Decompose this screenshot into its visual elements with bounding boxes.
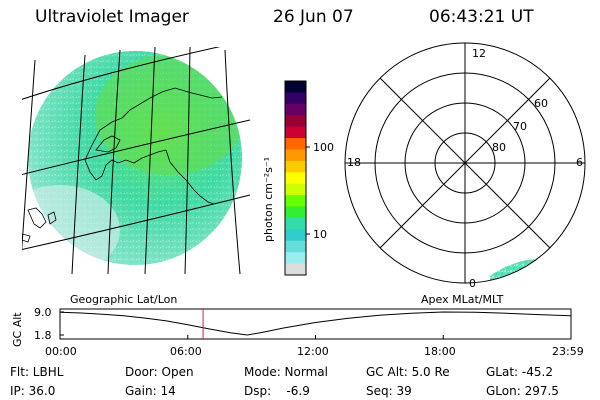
colorbar-label: photon cm⁻²s⁻¹ [262,156,275,242]
colorbar-segment [285,229,306,242]
gc-alt-info: GC Alt: 5.0 Re [366,365,450,379]
glon-info: GLon: 297.5 [486,384,559,398]
observation-date: 26 Jun 07 [273,7,354,27]
colorbar-segment [285,206,306,219]
colorbar-segment [285,183,306,196]
door-info: Door: Open [125,365,194,379]
time-tick-0000: 00:00 [45,345,77,358]
altitude-curve [59,311,571,336]
colorbar-segment [285,240,306,253]
colorbar-segment [285,160,306,173]
glat-info: GLat: -45.2 [486,365,553,379]
gain-info: Gain: 14 [125,384,176,398]
altitude-min-label: 1.8 [34,329,52,342]
altitude-strip [59,308,572,340]
mode-info: Mode: Normal [244,365,328,379]
time-tick-0600: 06:00 [170,345,202,358]
geographic-panel [22,47,251,274]
colorbar-segment [285,263,306,276]
colorbar-segment [285,172,306,185]
seq-info: Seq: 39 [366,384,412,398]
polar-mlat-mlt-panel [344,42,586,284]
mlt-label-6: 6 [576,156,583,169]
time-tick-1800: 18:00 [424,345,456,358]
observation-time: 06:43:21 UT [429,7,534,27]
mlat-label-70: 70 [513,120,527,133]
colorbar-segment [285,103,306,116]
colorbar-tick-10: 10 [313,228,327,241]
colorbar-tick-100: 100 [313,141,334,154]
time-tick-2359: 23:59 [552,345,584,358]
lat-lon-grid [22,47,251,274]
mlt-label-18: 18 [347,156,361,169]
auroral-emission-patch [490,258,548,283]
filter-info: Flt: LBHL [10,365,64,379]
altitude-max-label: 9.0 [34,306,52,319]
continent-coastline [22,87,223,243]
time-tick-1200: 12:00 [297,345,329,358]
dsp-info: Dsp: -6.9 [244,384,310,398]
colorbar-segment [285,138,306,150]
mlat-label-80: 80 [492,141,506,154]
colorbar-segment [285,92,306,105]
colorbar-segment [285,217,306,230]
ip-info: IP: 36.0 [10,384,56,398]
instrument-title: Ultraviolet Imager [35,7,189,27]
apex-panel-label: Apex MLat/MLT [421,293,504,306]
geographic-panel-label: Geographic Lat/Lon [70,293,178,306]
colorbar-segment [285,252,306,265]
colorbar-segment [285,81,306,93]
mlt-label-12: 12 [472,47,486,60]
colorbar-segment [285,149,306,162]
colorbar-segment [285,126,306,139]
mlt-label-0: 0 [469,277,476,290]
mlat-label-60: 60 [534,97,548,110]
colorbar [284,80,310,276]
colorbar-segment [285,115,306,128]
altitude-axis-label: GC Alt [11,312,24,347]
colorbar-segment [285,195,306,208]
